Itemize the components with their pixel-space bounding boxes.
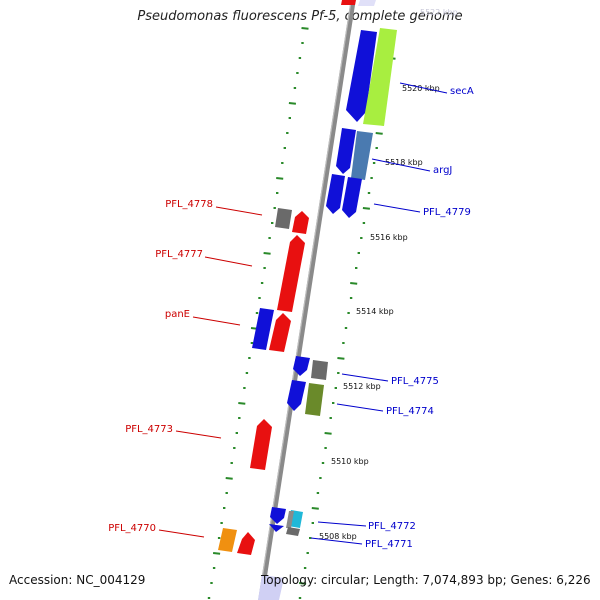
major-tick bbox=[298, 582, 307, 585]
gene-label-PFL_4770[interactable]: PFL_4770 bbox=[108, 523, 156, 534]
leader-line-PFL_4772 bbox=[317, 521, 367, 527]
gene-label-argJ[interactable]: argJ bbox=[433, 165, 452, 176]
cds-PFL_4778[interactable] bbox=[292, 211, 309, 234]
cds-partial-top-red[interactable] bbox=[341, 0, 356, 5]
major-tick bbox=[324, 432, 332, 435]
major-tick bbox=[238, 402, 246, 405]
cds-partial-top[interactable] bbox=[358, 0, 376, 6]
major-tick bbox=[337, 357, 345, 360]
cds-panE-blue[interactable] bbox=[252, 308, 274, 350]
cds-partial-bottom[interactable] bbox=[258, 575, 284, 600]
cds-PFL_4774[interactable] bbox=[305, 383, 324, 416]
major-tick bbox=[350, 282, 358, 285]
cds-argJ-upper[interactable] bbox=[336, 128, 356, 174]
major-tick bbox=[362, 207, 371, 210]
forward-gene-labels bbox=[310, 82, 448, 545]
leader-line-secA bbox=[399, 82, 448, 94]
cds-PFL_4772-grey[interactable] bbox=[286, 511, 294, 528]
cds-secA[interactable] bbox=[346, 30, 377, 122]
scale-label: 5510 kbp bbox=[331, 457, 369, 466]
gene-label-PFL_4777[interactable]: PFL_4777 bbox=[155, 249, 203, 260]
gene-label-PFL_4779[interactable]: PFL_4779 bbox=[423, 207, 471, 218]
cds-PFL_4771[interactable] bbox=[286, 527, 300, 536]
genome-backbone-highlight bbox=[258, 0, 352, 600]
scale-label: 5516 kbp bbox=[370, 233, 408, 242]
leader-line-PFL_4777 bbox=[204, 256, 253, 267]
forward-strand-features bbox=[258, 0, 397, 600]
leader-line-PFL_4775 bbox=[341, 373, 389, 382]
scale-label: 5512 kbp bbox=[343, 382, 381, 391]
cds-PFL_4778-grey[interactable] bbox=[275, 208, 292, 229]
major-tick bbox=[375, 132, 383, 135]
reverse-gene-labels bbox=[158, 206, 263, 538]
accession-label: Accession: NC_004129 bbox=[9, 573, 146, 587]
leader-line-PFL_4774 bbox=[336, 403, 384, 412]
major-tick bbox=[263, 252, 271, 255]
cds-PFL_4777[interactable] bbox=[277, 235, 305, 312]
scale-label: 5522 kbp bbox=[420, 8, 458, 17]
gene-label-PFL_4773[interactable]: PFL_4773 bbox=[125, 424, 173, 435]
leader-line-panE bbox=[192, 316, 241, 326]
gene-label-PFL_4775[interactable]: PFL_4775 bbox=[391, 376, 439, 387]
forward-gene-label-text: secA argJ PFL_4779 PFL_4775 PFL_4774 PFL… bbox=[365, 86, 474, 550]
leader-line-PFL_4771 bbox=[310, 537, 363, 545]
genome-backbone bbox=[258, 0, 356, 600]
cds-panE[interactable] bbox=[269, 313, 291, 352]
genome-summary-label: Topology: circular; Length: 7,074,893 bp… bbox=[261, 573, 591, 587]
cds-PFL_4773[interactable] bbox=[250, 419, 272, 470]
gene-label-panE[interactable]: panE bbox=[165, 309, 190, 320]
leader-line-PFL_4778 bbox=[215, 206, 263, 216]
reverse-gene-label-text: PFL_4778 PFL_4777 panE PFL_4773 PFL_4770 bbox=[108, 199, 213, 534]
map-title: Pseudomonas fluorescens Pf-5, complete g… bbox=[137, 9, 463, 24]
cds-PFL_4770[interactable] bbox=[237, 532, 255, 555]
cds-PFL_4779[interactable] bbox=[342, 177, 362, 218]
gene-label-PFL_4771[interactable]: PFL_4771 bbox=[365, 539, 413, 550]
major-tick bbox=[288, 102, 297, 105]
scale-label: 5518 kbp bbox=[385, 158, 423, 167]
leader-line-PFL_4773 bbox=[175, 430, 222, 439]
scale-labels: 5522 kbp 5520 kbp 5518 kbp 5516 kbp 5514… bbox=[319, 8, 458, 541]
major-tick bbox=[276, 177, 284, 180]
scale-label: 5514 kbp bbox=[356, 307, 394, 316]
gene-label-PFL_4774[interactable]: PFL_4774 bbox=[386, 406, 434, 417]
major-tick bbox=[311, 507, 319, 510]
major-tick bbox=[301, 27, 309, 30]
gene-label-PFL_4772[interactable]: PFL_4772 bbox=[368, 521, 416, 532]
scale-label: 5508 kbp bbox=[319, 532, 357, 541]
leader-line-argJ bbox=[371, 158, 431, 172]
cds-PFL_4775[interactable] bbox=[293, 356, 310, 376]
cds-PFL_4775-grey[interactable] bbox=[311, 360, 328, 380]
reverse-strand-features bbox=[218, 0, 356, 555]
cds-PFL_4772-blue[interactable] bbox=[270, 507, 286, 524]
cds-green-secA-adjacent[interactable] bbox=[363, 28, 397, 126]
gene-label-PFL_4778[interactable]: PFL_4778 bbox=[165, 199, 213, 210]
major-tick bbox=[225, 477, 233, 480]
cds-PFL_4770-orange[interactable] bbox=[218, 528, 237, 552]
leader-line-PFL_4779 bbox=[373, 203, 421, 213]
major-tick bbox=[212, 552, 221, 555]
cds-PFL_4774-blue[interactable] bbox=[287, 380, 306, 411]
cds-PFL_4779-left[interactable] bbox=[326, 174, 345, 214]
cds-PFL_4771-blue[interactable] bbox=[269, 524, 284, 532]
outer-tick-ring bbox=[207, 27, 309, 599]
scale-label: 5520 kbp bbox=[402, 84, 440, 93]
gene-label-secA[interactable]: secA bbox=[450, 86, 474, 97]
leader-line-PFL_4770 bbox=[158, 529, 205, 538]
cds-argJ[interactable] bbox=[351, 131, 373, 180]
